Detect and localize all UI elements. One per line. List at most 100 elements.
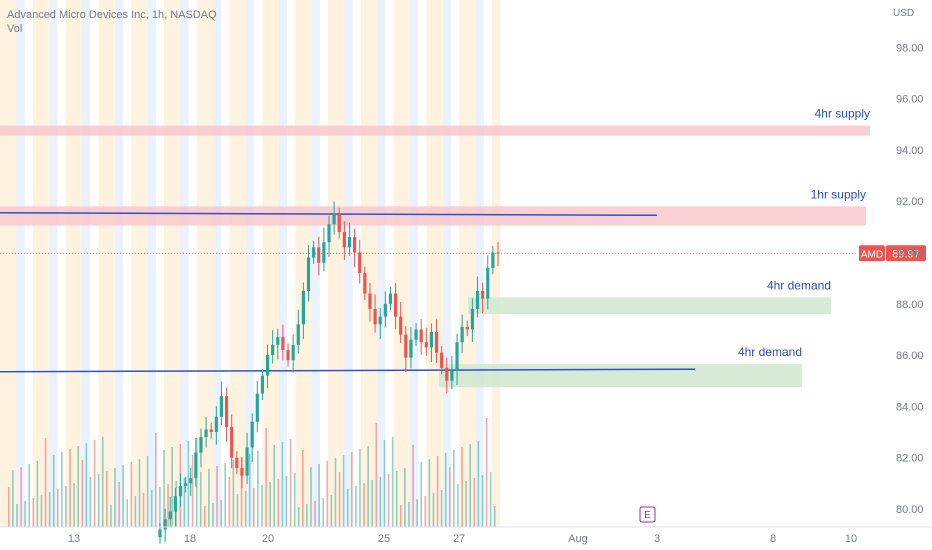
candle-body [322,242,326,263]
volume-bar [44,438,47,527]
candle-body [465,326,469,330]
volume-bar [155,433,157,527]
session-band [270,0,279,527]
volume-bar [93,440,96,527]
candle-body [378,316,382,325]
price-tick-label: 84.00 [896,401,924,413]
session-band [401,0,410,527]
volume-bar [253,488,255,527]
session-band [8,0,17,527]
candle-body [368,293,372,309]
date-tick-label: 10 [845,533,857,545]
volume-bar [342,455,345,527]
session-band [467,0,476,527]
volume-bar [400,505,402,527]
session-band [360,0,369,527]
candle-body [306,257,311,291]
volume-bar [326,461,329,527]
volume-bar [371,480,374,527]
candle-body [317,247,321,263]
volume-bar [171,447,173,527]
volume-bar [244,491,247,527]
trendlines [0,211,696,373]
volume-bar [110,505,112,527]
support-trendline [0,368,696,373]
volume-bar [310,467,312,527]
volume-bar [440,490,443,527]
session-band [164,0,173,527]
date-tick-label: 25 [378,533,390,545]
date-tick-label: 13 [68,533,80,545]
candle-body [260,375,265,394]
volume-bar [359,449,361,527]
session-band [196,0,205,527]
volume-bar [97,474,100,527]
volume-bar [412,445,414,527]
volume-bar [493,506,496,527]
volume-bar [216,466,218,527]
volume-bar [395,471,398,527]
volume-bar [257,451,259,527]
session-band [328,0,337,527]
volume-bar [36,461,39,527]
candle-body [224,396,229,427]
volume-bar [355,486,357,527]
session-band [278,0,287,527]
session-band [442,0,451,527]
volume-bar [89,477,92,527]
price-axis: USD 80.00 82.00 84.00 86.00 88.00 90.00 92.00 94… [893,8,924,516]
volume-bar [477,441,480,527]
resistance-trendline [0,211,658,217]
volume-bar [302,450,304,527]
session-band [295,0,304,527]
session-band [434,0,443,527]
candle-body [337,214,341,232]
volume-bar [351,452,353,527]
candle-body [419,329,423,343]
session-band [459,0,468,527]
date-tick-label: 3 [654,533,660,545]
session-band [205,0,214,527]
volume-bar [281,442,284,527]
volume-bar [334,458,337,527]
session-band [172,0,181,527]
candle-body [255,393,259,422]
candle-body [214,416,218,433]
candle-body [429,332,434,348]
session-band [237,0,246,527]
candle-body [445,367,449,381]
price-tick-label: 86.00 [896,350,924,362]
volume-bar [232,460,235,527]
volume-bar [338,472,341,527]
candle-body [219,396,224,417]
zone-supply [0,206,866,226]
session-band [0,0,9,527]
session-band [410,0,419,527]
volume-bar [57,489,59,527]
candle-body [486,267,490,299]
candle-body [393,293,398,317]
candles [158,201,500,544]
candle-body [230,426,234,458]
candle-body [276,337,280,345]
volume-bar [489,472,492,527]
candle-body [399,316,403,335]
candle-body [404,334,408,358]
volume-bar [367,446,369,527]
volume-bar [306,504,308,527]
session-band [180,0,189,527]
candle-body [173,496,177,512]
date-tick-label: 8 [770,533,776,545]
candle-body [163,519,167,530]
session-band [369,0,378,527]
candle-body [286,349,290,361]
candle-body [491,252,495,268]
volume-bar [269,482,271,527]
volume-bar [469,444,472,527]
volume-bar [285,476,288,527]
candle-body [209,429,213,433]
candle-body [363,273,367,294]
candle-body [383,303,387,317]
